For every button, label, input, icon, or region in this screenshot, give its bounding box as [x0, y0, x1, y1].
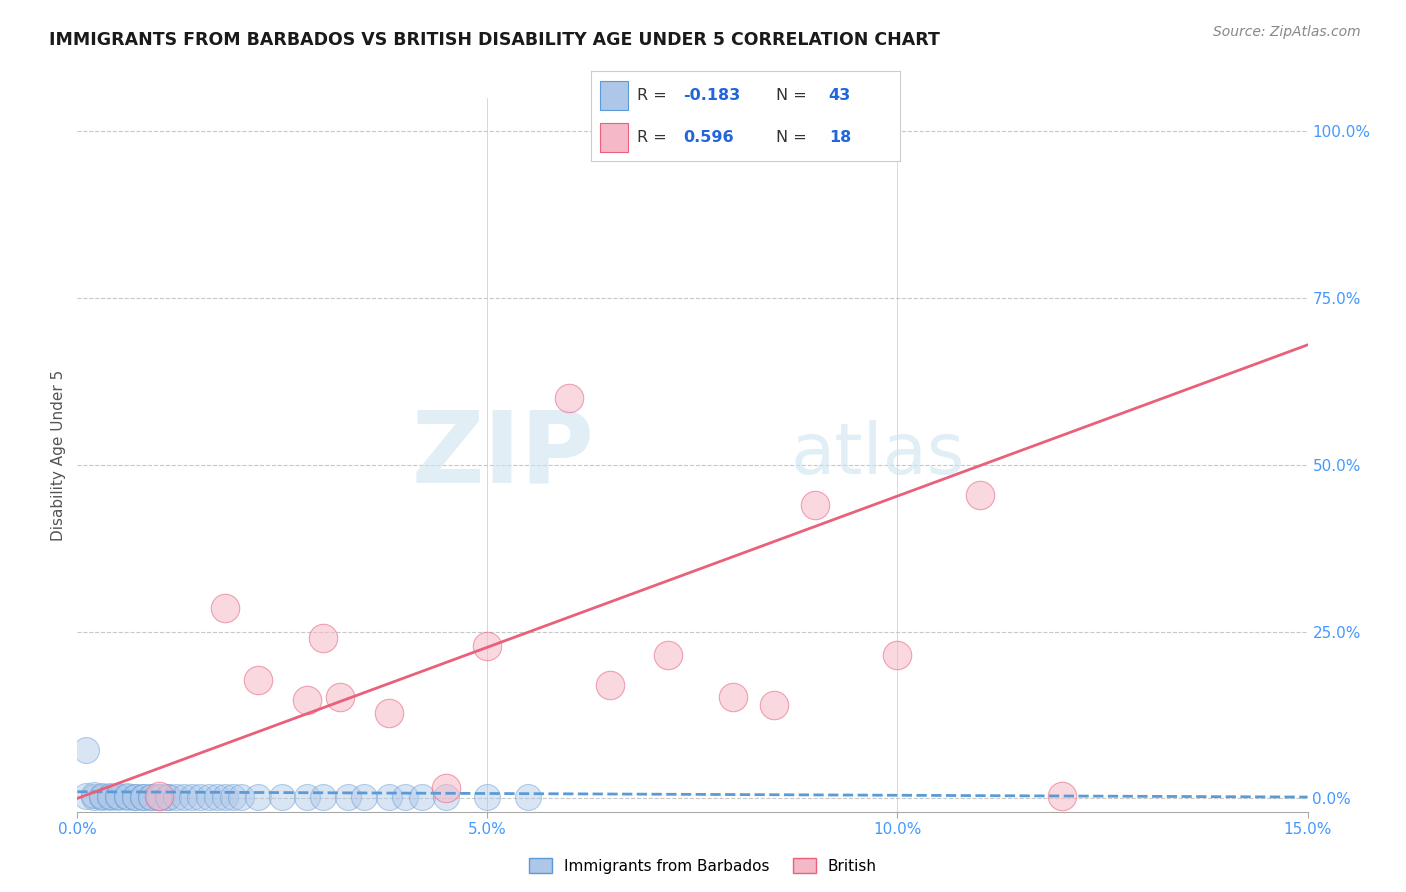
Text: 0.596: 0.596	[683, 130, 734, 145]
Point	[329, 690, 352, 704]
Text: N =: N =	[776, 130, 813, 145]
Point	[436, 790, 458, 805]
Point	[197, 790, 219, 805]
Point	[181, 790, 204, 805]
Point	[83, 790, 105, 805]
Point	[436, 781, 458, 796]
Point	[246, 790, 269, 805]
Point	[107, 789, 129, 804]
Point	[107, 790, 129, 805]
Point	[222, 790, 245, 805]
Point	[124, 790, 146, 805]
Point	[214, 601, 236, 615]
Point	[353, 790, 375, 805]
FancyBboxPatch shape	[600, 123, 627, 152]
Text: R =: R =	[637, 130, 672, 145]
Point	[246, 673, 269, 687]
Point	[115, 790, 138, 805]
Legend: Immigrants from Barbados, British: Immigrants from Barbados, British	[523, 852, 883, 880]
Point	[411, 790, 433, 805]
Point	[75, 789, 97, 804]
Point	[558, 391, 581, 405]
Y-axis label: Disability Age Under 5: Disability Age Under 5	[51, 369, 66, 541]
Point	[156, 790, 179, 805]
Point	[90, 789, 114, 803]
FancyBboxPatch shape	[600, 81, 627, 110]
Point	[148, 790, 170, 805]
Point	[969, 488, 991, 502]
Point	[124, 790, 146, 805]
Point	[83, 788, 105, 802]
Text: ZIP: ZIP	[411, 407, 595, 503]
Point	[337, 790, 360, 805]
Point	[156, 790, 179, 805]
Point	[141, 790, 163, 805]
Point	[173, 790, 195, 805]
Point	[804, 498, 827, 512]
Point	[132, 790, 155, 805]
Point	[378, 790, 401, 805]
Point	[214, 790, 236, 805]
Point	[657, 648, 679, 662]
Point	[599, 678, 621, 692]
Point	[205, 790, 228, 805]
Point	[98, 789, 121, 804]
Text: R =: R =	[637, 88, 672, 103]
Point	[378, 706, 401, 720]
Text: -0.183: -0.183	[683, 88, 741, 103]
Point	[312, 632, 335, 646]
Point	[148, 789, 170, 804]
Text: 18: 18	[828, 130, 851, 145]
Point	[295, 790, 318, 805]
Point	[763, 698, 786, 712]
Point	[90, 790, 114, 805]
Text: atlas: atlas	[792, 420, 966, 490]
Point	[188, 790, 212, 805]
Point	[165, 790, 187, 805]
Point	[98, 790, 121, 805]
Point	[231, 790, 253, 805]
Point	[271, 790, 294, 805]
Point	[517, 790, 540, 805]
Point	[132, 790, 155, 805]
Text: 43: 43	[828, 88, 851, 103]
Text: N =: N =	[776, 88, 813, 103]
Point	[312, 790, 335, 805]
Point	[115, 789, 138, 804]
Point	[141, 790, 163, 805]
Point	[148, 790, 170, 805]
Point	[886, 648, 908, 662]
Point	[295, 692, 318, 706]
Point	[1050, 789, 1073, 804]
Text: Source: ZipAtlas.com: Source: ZipAtlas.com	[1213, 25, 1361, 39]
Point	[477, 640, 499, 654]
Point	[75, 743, 97, 757]
Point	[723, 690, 745, 704]
Text: IMMIGRANTS FROM BARBADOS VS BRITISH DISABILITY AGE UNDER 5 CORRELATION CHART: IMMIGRANTS FROM BARBADOS VS BRITISH DISA…	[49, 31, 941, 49]
Point	[394, 790, 416, 805]
Point	[477, 790, 499, 805]
